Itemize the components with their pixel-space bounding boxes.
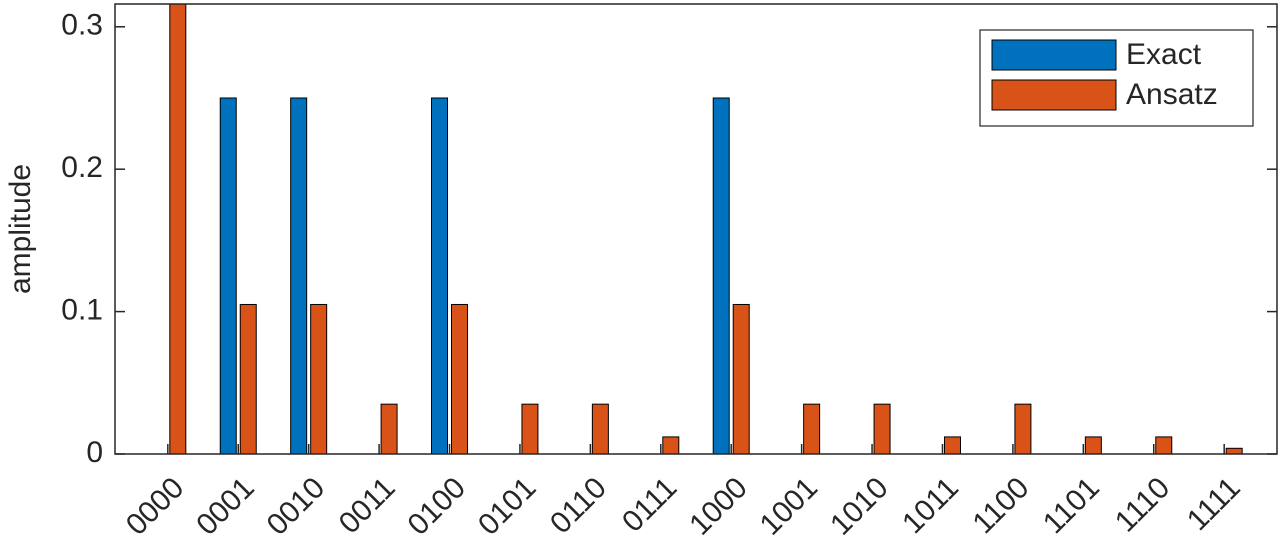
bar [873, 403, 891, 454]
legend-label: Ansatz [1126, 78, 1218, 111]
bar [239, 303, 257, 454]
bar [380, 403, 398, 454]
bar [1225, 447, 1243, 454]
y-axis-label: amplitude [4, 164, 37, 294]
bar [219, 97, 237, 454]
y-tick-label: 0.3 [61, 9, 103, 42]
bar [712, 97, 730, 454]
bar [1155, 436, 1173, 454]
bar [732, 303, 750, 454]
plot-area [169, 4, 1243, 454]
legend-label: Exact [1126, 38, 1202, 71]
bar [310, 303, 328, 454]
y-tick-label: 0 [86, 436, 103, 469]
bar [1084, 436, 1102, 454]
bar [662, 436, 680, 454]
axes-box [114, 3, 1278, 455]
y-tick-label: 0.2 [61, 151, 103, 184]
bar [521, 403, 539, 454]
bar [803, 403, 821, 454]
y-tick-label: 0.1 [61, 294, 103, 327]
bar [169, 4, 187, 454]
bar [1014, 403, 1032, 454]
bar [431, 97, 449, 454]
legend-swatch [991, 39, 1117, 71]
bar [591, 403, 609, 454]
bar [451, 303, 469, 454]
legend-swatch [991, 79, 1117, 111]
bar [290, 97, 308, 454]
bar [943, 436, 961, 454]
